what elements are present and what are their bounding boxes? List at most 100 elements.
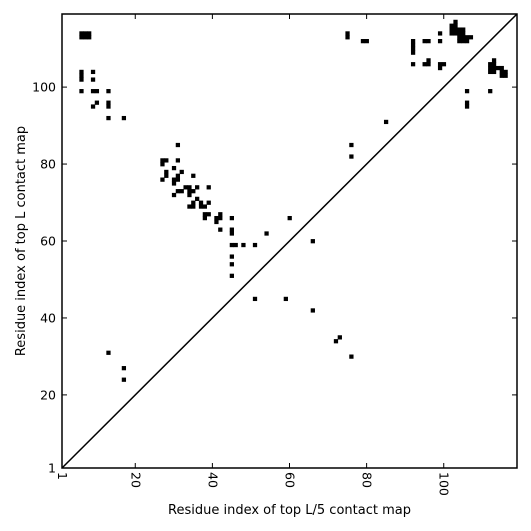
contact-point-upper: [218, 212, 223, 217]
contact-point-upper: [94, 89, 100, 94]
contact-point-upper: [191, 204, 196, 209]
contact-point-upper: [90, 77, 96, 82]
contact-point-lower: [121, 377, 127, 382]
y-tick-label: 40: [40, 310, 56, 325]
contact-point-upper: [229, 215, 234, 221]
contact-point-upper: [491, 65, 497, 71]
contact-point-upper: [345, 35, 350, 40]
contact-point-upper: [206, 185, 211, 190]
contact-point-upper: [206, 212, 211, 217]
contact-point-upper: [218, 227, 223, 232]
contact-point-upper: [491, 69, 497, 75]
contact-point-upper: [426, 39, 431, 44]
contact-point-upper: [83, 31, 88, 36]
contact-point-upper: [90, 104, 96, 109]
contact-point-upper: [495, 65, 501, 71]
x-axis-label: Residue index of top L/5 contact map: [168, 503, 411, 518]
contact-points: [79, 19, 508, 382]
contact-point-upper: [198, 200, 204, 205]
contact-point-upper: [422, 39, 427, 44]
contact-point-upper: [241, 242, 246, 248]
contact-point-upper: [229, 227, 234, 232]
y-tick-label: 80: [40, 157, 56, 172]
contact-point-upper: [160, 162, 165, 167]
contact-point-upper: [79, 35, 84, 40]
contact-point-upper: [175, 177, 181, 182]
contact-point-upper: [202, 215, 207, 221]
contact-point-upper: [187, 192, 192, 198]
contact-point-upper: [464, 35, 470, 40]
contact-point-upper: [106, 115, 111, 121]
contact-point-upper: [206, 200, 211, 205]
x-tick-label: 60: [283, 472, 298, 488]
contact-point-upper: [437, 39, 443, 44]
contact-point-upper: [410, 46, 416, 51]
contact-point-upper: [457, 39, 462, 44]
contact-point-upper: [191, 189, 196, 194]
contact-point-upper: [214, 215, 219, 221]
contact-point-upper: [252, 296, 258, 302]
contact-point-upper: [229, 262, 234, 267]
contact-point-upper: [87, 31, 92, 36]
contact-point-upper: [106, 100, 111, 105]
contact-point-upper: [94, 100, 100, 105]
contact-point-upper: [422, 62, 427, 67]
contact-point-upper: [160, 158, 165, 163]
x-tick-label: 1: [55, 472, 70, 480]
contact-point-upper: [345, 31, 350, 36]
y-tick-label: 20: [40, 387, 56, 402]
contact-point-upper: [87, 35, 92, 40]
contact-point-upper: [187, 185, 192, 190]
contact-point-upper: [191, 173, 196, 178]
contact-point-upper: [499, 73, 504, 78]
contact-point-upper: [198, 204, 204, 209]
y-tick-label: 60: [40, 234, 56, 249]
contact-point-upper: [79, 73, 84, 78]
contact-point-upper: [179, 189, 184, 194]
contact-point-lower: [333, 339, 339, 344]
x-axis: 1 20 40 60 80 100: [55, 14, 452, 496]
contact-point-upper: [283, 296, 288, 302]
contact-point-upper: [164, 173, 169, 178]
contact-point-upper: [195, 185, 200, 190]
contact-point-upper: [457, 35, 462, 40]
contact-point-upper: [464, 104, 470, 109]
contact-point-upper: [349, 142, 354, 148]
contact-point-upper: [164, 169, 169, 175]
contact-point-upper: [90, 89, 96, 94]
contact-point-upper: [121, 115, 127, 121]
contact-point-upper: [229, 242, 234, 248]
contact-point-upper: [453, 19, 458, 25]
contact-point-upper: [360, 39, 366, 44]
contact-point-lower: [121, 366, 127, 371]
contact-point-upper: [461, 35, 466, 40]
contact-point-upper: [449, 23, 454, 28]
contact-point-upper: [464, 39, 470, 44]
contact-point-upper: [106, 104, 111, 109]
contact-point-upper: [488, 65, 493, 71]
contact-point-upper: [171, 177, 177, 182]
contact-point-upper: [457, 27, 462, 32]
contact-point-upper: [437, 31, 443, 36]
contact-point-upper: [79, 89, 84, 94]
x-tick-label: 100: [437, 472, 452, 496]
contact-point-upper: [499, 69, 504, 75]
contact-point-upper: [410, 50, 416, 55]
contact-point-upper: [499, 65, 504, 71]
contact-point-lower: [337, 335, 342, 340]
contact-point-upper: [183, 185, 188, 190]
contact-point-upper: [171, 165, 177, 171]
contact-point-upper: [453, 23, 458, 28]
contact-point-upper: [488, 62, 493, 67]
contact-point-upper: [79, 77, 84, 82]
contact-point-upper: [310, 308, 315, 313]
contact-point-upper: [164, 158, 169, 163]
contact-point-upper: [264, 231, 269, 236]
contact-point-upper: [503, 73, 508, 78]
contact-point-upper: [175, 158, 181, 163]
contact-point-upper: [287, 215, 292, 221]
contact-point-upper: [179, 169, 184, 175]
contact-point-upper: [349, 154, 354, 159]
contact-point-upper: [202, 212, 207, 217]
